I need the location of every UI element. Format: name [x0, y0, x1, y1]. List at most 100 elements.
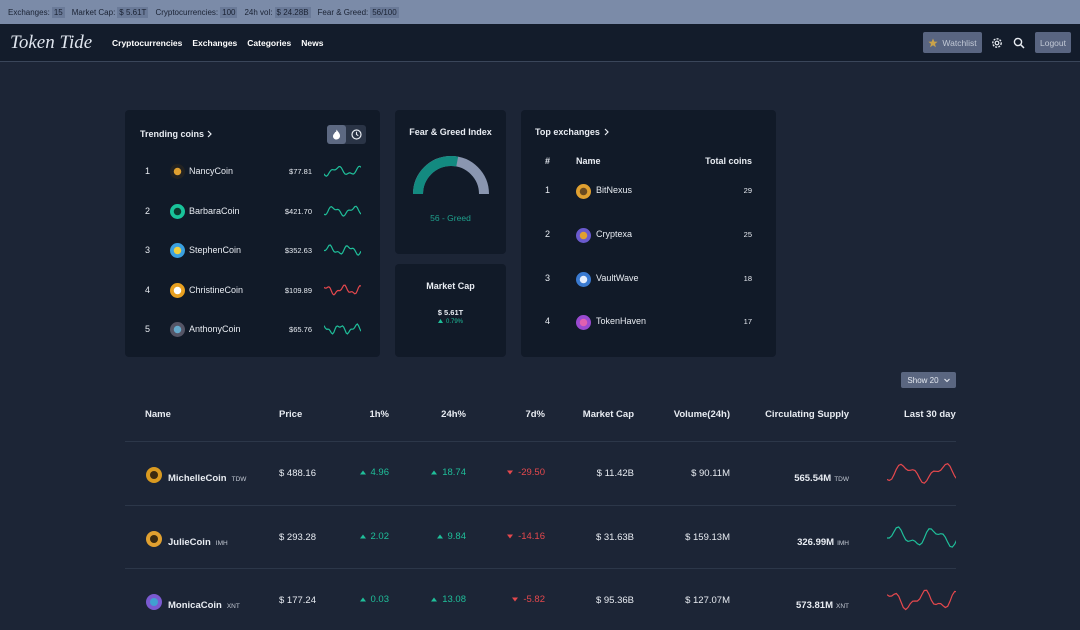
coin-icon: [576, 271, 591, 287]
row-separator: [125, 568, 956, 569]
fear-greed-gauge: [413, 156, 489, 195]
exchange-rank: 4: [545, 316, 551, 327]
nav-link[interactable]: Cryptocurrencies: [112, 38, 183, 48]
trending-name: BarbaraCoin: [189, 205, 240, 216]
logout-button[interactable]: Logout: [1035, 32, 1071, 53]
exchange-row[interactable]: 1 BitNexus 29: [521, 184, 776, 200]
search-icon[interactable]: [1013, 37, 1025, 49]
coin-supply: 565.54M: [794, 473, 832, 484]
settings-icon[interactable]: [991, 37, 1003, 49]
watchlist-label: Watchlist: [942, 37, 977, 48]
nav-link[interactable]: News: [301, 38, 324, 48]
arrow-shape: [507, 534, 514, 538]
watchlist-button[interactable]: Watchlist: [923, 32, 982, 53]
exchange-name: BitNexus: [596, 185, 633, 195]
logo[interactable]: Token Tide: [10, 32, 93, 53]
hot-toggle[interactable]: [327, 125, 346, 144]
nav-links: Cryptocurrencies Exchanges Categories News: [112, 38, 323, 48]
coin-supply: 573.81M: [796, 600, 833, 611]
top-exchanges-title[interactable]: Top exchanges: [535, 127, 600, 137]
fear-greed-card: Fear & Greed Index 56 - Greed: [395, 110, 506, 254]
coin-icon-inner: [173, 207, 182, 215]
coin-icon: [576, 227, 591, 243]
nav-link[interactable]: Exchanges: [192, 38, 238, 48]
exchange-row[interactable]: 4 TokenHaven 17: [521, 315, 776, 331]
stat-item: Exchanges: 15: [8, 6, 65, 18]
market-cap-card: Market Cap $ 5.61T 0.79%: [395, 264, 506, 357]
stat-value: 56/100: [370, 6, 399, 18]
sparkline-path: [887, 463, 956, 484]
coin-symbol: IMH: [215, 539, 228, 547]
coin-market-cap: $ 31.63B: [595, 531, 634, 543]
trending-row[interactable]: 2 BarbaraCoin $421.70: [125, 203, 380, 220]
sparkline-path: [324, 165, 361, 177]
table-header: Circulating Supply: [765, 409, 849, 420]
chevron-icon: [604, 128, 609, 136]
coin-icon: [170, 203, 185, 219]
exchange-row[interactable]: 3 VaultWave 18: [521, 271, 776, 288]
coin-icon-inner: [579, 187, 588, 196]
fear-greed-title: Fear & Greed Index: [409, 127, 492, 137]
top-exchanges-card: Top exchanges # Name Total coins 1 BitNex…: [521, 110, 776, 357]
exchange-coins: 18: [743, 273, 752, 283]
table-row[interactable]: MonicaCoin XNT $ 177.24 0.03 13.08 -5.82 $ 95.…: [125, 589, 956, 613]
sparkline-path: [887, 525, 956, 548]
arrow-shape: [431, 470, 438, 475]
table-row[interactable]: MichelleCoin TDW $ 488.16 4.96 18.74 -29.50 $ …: [125, 463, 956, 484]
up-arrow: [431, 597, 438, 602]
trending-rank: 4: [145, 284, 151, 295]
up-arrow: [431, 470, 438, 475]
coin-icon-inner: [173, 246, 182, 255]
sparkline-path: [324, 244, 361, 256]
sparkline: [887, 589, 956, 611]
table-row[interactable]: JulieCoin IMH $ 293.28 2.02 9.84 -14.16 $ 31.6…: [125, 525, 956, 548]
trending-price: $109.89: [284, 285, 312, 295]
stat-item: 24h vol: $ 24.28B: [244, 6, 311, 18]
exchange-row[interactable]: 2 Cryptexa 25: [521, 227, 776, 244]
coin-symbol: XNT: [226, 603, 240, 610]
clock-icon[interactable]: [351, 129, 362, 140]
sparkline-path: [324, 323, 361, 335]
market-cap-change: 0.79%: [445, 319, 463, 325]
trending-title[interactable]: Trending coins: [140, 129, 205, 139]
fear-greed-value: 56 - Greed: [430, 213, 471, 223]
trending-row[interactable]: 5 AnthonyCoin $65.76: [125, 322, 380, 338]
change-cell: 4.96: [359, 467, 389, 478]
stat-label: Fear & Greed:: [317, 7, 369, 17]
navbar: Token Tide Cryptocurrencies Exchanges Cate…: [0, 24, 1080, 62]
fire-icon: [333, 129, 341, 140]
coin-icon-inner: [173, 167, 182, 176]
row-separator: [125, 441, 956, 442]
up-arrow: [359, 597, 366, 602]
market-cap-title: Market Cap: [426, 281, 475, 291]
exchanges-header: Name: [576, 156, 601, 166]
coin-icon: [146, 530, 162, 547]
stat-item: Market Cap: $ 5.61T: [72, 6, 149, 18]
arrow-shape: [436, 534, 443, 538]
sparkline-path: [324, 205, 361, 217]
show-rows-select[interactable]: Show 20: [901, 372, 956, 388]
coin-icon: [146, 467, 162, 483]
star-icon: [928, 38, 939, 47]
show-rows-label: Show 20: [907, 375, 939, 385]
coin-supply-cell: 573.81M XNT: [796, 595, 849, 613]
coin-icon: [170, 282, 185, 298]
change-value: 18.74: [442, 467, 466, 478]
down-arrow: [507, 470, 514, 475]
exchange-rank: 1: [545, 185, 551, 195]
stat-value: $ 24.28B: [274, 6, 311, 18]
exchanges-header: Total coins: [705, 156, 752, 166]
down-arrow: [507, 534, 514, 538]
exchange-name: TokenHaven: [596, 316, 647, 327]
trending-row[interactable]: 3 StephenCoin $352.63: [125, 243, 380, 259]
coin-icon-inner: [150, 534, 158, 543]
trending-price: $421.70: [284, 206, 312, 216]
nav-link[interactable]: Categories: [247, 38, 292, 48]
trending-row[interactable]: 4 ChristineCoin $109.89: [125, 282, 380, 299]
table-header: Name: [145, 409, 171, 420]
change-cell: -29.50: [507, 467, 545, 478]
trending-row[interactable]: 1 NancyCoin $77.81: [125, 164, 380, 180]
arrow-shape: [359, 534, 366, 538]
coin-icon-inner: [150, 471, 158, 479]
stat-label: Exchanges:: [8, 7, 50, 17]
